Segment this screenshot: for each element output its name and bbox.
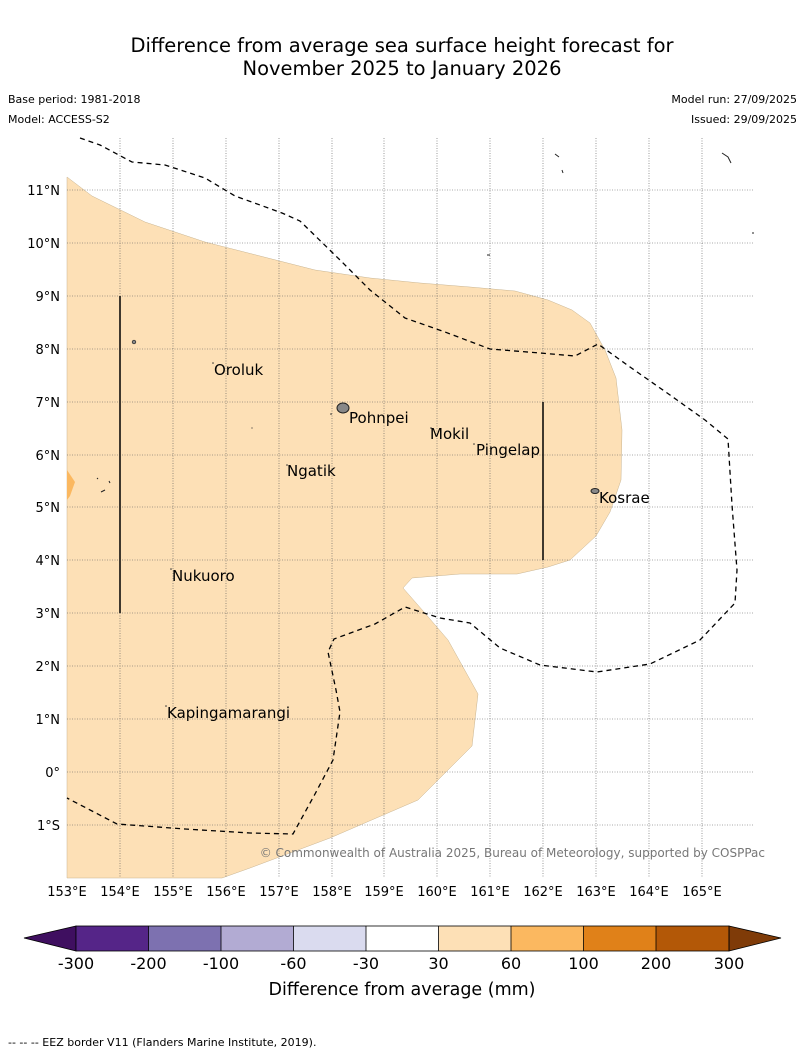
colorbar-tick: 60 (501, 954, 521, 973)
colorbar-tick: -60 (280, 954, 306, 973)
colorbar-tick: -30 (353, 954, 379, 973)
lat-label: 9°N (36, 290, 61, 305)
lat-label: 1°S (37, 819, 60, 834)
lat-label: 10°N (27, 237, 60, 252)
lon-label: 161°E (470, 885, 510, 900)
colorbar-tick: 100 (568, 954, 599, 973)
title-line-2: November 2025 to January 2026 (242, 57, 562, 80)
lon-label: 164°E (629, 885, 669, 900)
colorbar-segment (366, 926, 439, 951)
colorbar-tick: -100 (203, 954, 239, 973)
colorbar-tick: -300 (58, 954, 94, 973)
map-title: Difference from average sea surface heig… (0, 34, 804, 80)
colorbar-segment (221, 926, 294, 951)
place-label-ngatik: Ngatik (287, 462, 336, 480)
colorbar-segment (438, 926, 511, 951)
colorbar-label: Difference from average (mm) (268, 980, 535, 1000)
place-label-pingelap: Pingelap (476, 441, 540, 459)
lat-label: 3°N (36, 607, 61, 622)
colorbar-segment (511, 926, 584, 951)
lat-gridlines (67, 189, 753, 826)
colorbar-tick: 30 (428, 954, 448, 973)
place-label-nukuoro: Nukuoro (172, 567, 235, 585)
model-run: Model run: 27/09/2025 (671, 93, 797, 106)
place-label-oroluk: Oroluk (214, 361, 263, 379)
copyright-notice: © Commonwealth of Australia 2025, Bureau… (260, 846, 765, 860)
colorbar-segment (148, 926, 221, 951)
lon-label: 162°E (523, 885, 563, 900)
lon-label: 154°E (100, 885, 140, 900)
issued-date: Issued: 29/09/2025 (690, 113, 797, 126)
lat-label: 4°N (36, 554, 61, 569)
lat-label: 7°N (36, 396, 61, 411)
lon-label: 159°E (364, 885, 404, 900)
colorbar-segment (656, 926, 729, 951)
lon-label: 155°E (153, 885, 193, 900)
base-period: Base period: 1981-2018 (8, 93, 141, 106)
colorbar-segment (76, 926, 149, 951)
lon-label: 165°E (682, 885, 722, 900)
lat-label: 5°N (36, 501, 61, 516)
place-label-pohnpei: Pohnpei (349, 409, 409, 427)
lon-label: 160°E (417, 885, 457, 900)
model-name: Model: ACCESS-S2 (8, 113, 110, 126)
lat-label: 0° (45, 766, 60, 781)
lat-label: 8°N (36, 343, 61, 358)
anomaly-region-30-60 (66, 176, 623, 879)
lon-label: 157°E (259, 885, 299, 900)
place-label-kosrae: Kosrae (599, 489, 650, 507)
anomaly-region-60-100 (67, 470, 75, 500)
lat-label: 11°N (27, 184, 60, 199)
pohnpei-island (336, 402, 350, 414)
eez-legend-footnote: -- -- -- EEZ border V11 (Flanders Marine… (8, 1036, 317, 1049)
islands (96, 152, 754, 707)
colorbar-tick: 200 (641, 954, 672, 973)
colorbar-extend-low (23, 925, 77, 952)
colorbar-segment (583, 926, 656, 951)
lat-label: 2°N (36, 660, 61, 675)
lat-label: 1°N (36, 713, 61, 728)
colorbar-extend-high (728, 925, 782, 952)
lon-axis: 153°E 154°E 155°E 156°E 157°E 158°E 159°… (47, 885, 722, 900)
place-label-kapingamarangi: Kapingamarangi (167, 704, 290, 722)
title-line-1: Difference from average sea surface heig… (130, 34, 674, 57)
place-label-mokil: Mokil (430, 425, 469, 443)
colorbar-tick: -200 (130, 954, 166, 973)
map-plot-area: Oroluk Pohnpei Mokil Pingelap Ngatik Kos… (66, 137, 765, 879)
kosrae-island (590, 488, 600, 494)
eez-border (66, 137, 738, 835)
lon-label: 163°E (576, 885, 616, 900)
colorbar-segment (293, 926, 366, 951)
lon-label: 158°E (312, 885, 352, 900)
lat-axis: 11°N 10°N 9°N 8°N 7°N 6°N 5°N 4°N 3°N 2°… (27, 184, 60, 834)
lat-label: 6°N (36, 449, 61, 464)
lon-label: 156°E (206, 885, 246, 900)
lon-label: 153°E (47, 885, 87, 900)
colorbar: -300 -200 -100 -60 -30 30 60 100 200 300… (23, 925, 782, 1000)
colorbar-tick: 300 (714, 954, 745, 973)
